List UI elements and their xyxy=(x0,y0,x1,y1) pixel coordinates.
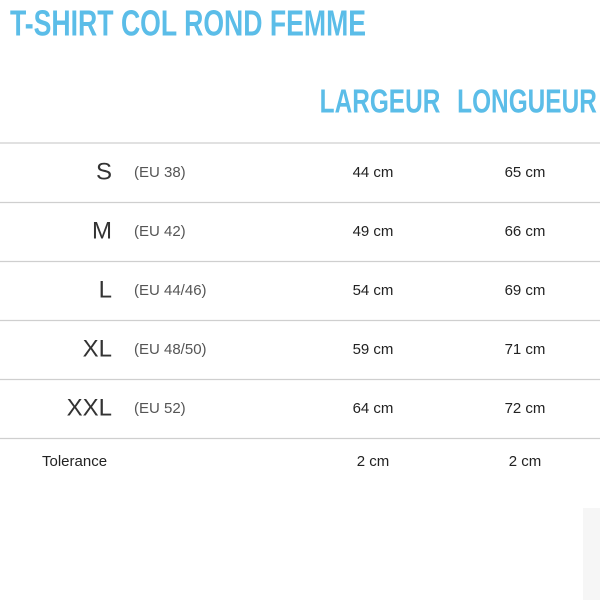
size-label: M xyxy=(92,217,112,244)
width-value: 54 cm xyxy=(353,282,394,299)
size-label: L xyxy=(99,276,112,303)
width-value: 59 cm xyxy=(353,341,394,358)
length-value: 65 cm xyxy=(505,164,546,181)
size-label: XL xyxy=(83,335,112,362)
title: T-SHIRT COL ROND FEMME xyxy=(10,3,366,44)
eu-size: (EU 42) xyxy=(134,223,186,240)
length-value: 69 cm xyxy=(505,282,546,299)
eu-size: (EU 38) xyxy=(134,164,186,181)
eu-size: (EU 52) xyxy=(134,400,186,417)
size-label: S xyxy=(96,158,112,185)
width-value: 64 cm xyxy=(353,400,394,417)
size-label: XXL xyxy=(67,394,112,421)
length-value: 66 cm xyxy=(505,223,546,240)
eu-size: (EU 44/46) xyxy=(134,282,207,299)
length-value: 71 cm xyxy=(505,341,546,358)
column-header: LARGEUR xyxy=(320,84,441,120)
tolerance-label: Tolerance xyxy=(42,453,107,470)
tolerance-length: 2 cm xyxy=(509,453,542,470)
tolerance-width: 2 cm xyxy=(357,453,390,470)
width-value: 49 cm xyxy=(353,223,394,240)
table-body: S (EU 38) 44 cm 65 cm M (EU 42) 49 cm 66 cm L (EU… xyxy=(0,142,600,470)
length-value: 72 cm xyxy=(505,400,546,417)
background-patch xyxy=(583,508,600,600)
width-value: 44 cm xyxy=(353,164,394,181)
column-header: LONGUEUR xyxy=(457,84,597,120)
eu-size: (EU 48/50) xyxy=(134,341,207,358)
